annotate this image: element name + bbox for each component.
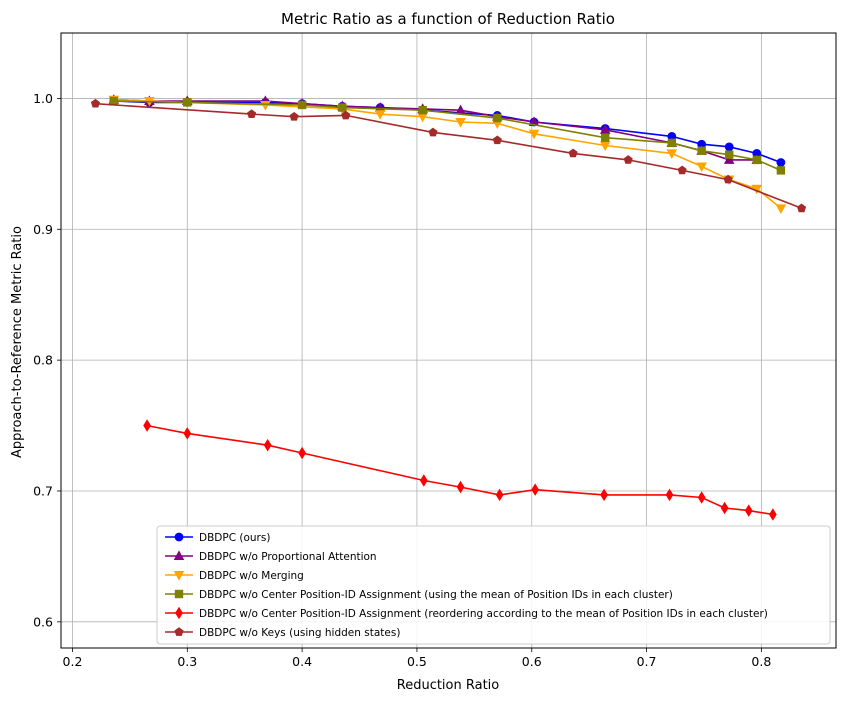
data-point bbox=[183, 427, 192, 440]
data-point bbox=[90, 98, 101, 108]
data-point bbox=[776, 158, 786, 167]
data-point bbox=[724, 142, 734, 152]
data-point bbox=[725, 150, 734, 159]
data-point bbox=[600, 488, 608, 502]
legend-marker bbox=[174, 627, 184, 636]
data-point bbox=[428, 127, 438, 137]
legend-marker bbox=[173, 550, 185, 560]
legend-box bbox=[156, 525, 831, 645]
chart-title: Metric Ratio as a function of Reduction … bbox=[281, 10, 615, 28]
series-layer bbox=[90, 94, 807, 521]
data-point bbox=[665, 488, 674, 502]
x-tick-label: 0.5 bbox=[407, 654, 427, 669]
legend-label: DBDPC w/o Proportional Attention bbox=[199, 551, 377, 563]
data-point bbox=[183, 98, 192, 107]
legend-entry: DBDPC w/o Merging bbox=[165, 570, 304, 582]
legend-entry: DBDPC w/o Keys (using hidden states) bbox=[165, 627, 400, 639]
x-tick-label: 0.6 bbox=[522, 654, 542, 669]
series-line bbox=[113, 100, 782, 172]
data-point bbox=[374, 110, 386, 120]
data-point bbox=[455, 117, 466, 128]
data-point bbox=[696, 162, 707, 173]
series-line bbox=[146, 424, 774, 516]
legend-label: DBDPC (ours) bbox=[199, 532, 270, 544]
legend-entry: DBDPC w/o Center Position-ID Assignment … bbox=[165, 589, 673, 601]
plot-frame bbox=[60, 32, 837, 649]
legend-entry: DBDPC (ours) bbox=[165, 532, 270, 544]
data-point bbox=[720, 501, 729, 515]
data-point bbox=[601, 133, 610, 142]
data-point bbox=[723, 174, 733, 184]
data-point bbox=[768, 508, 777, 521]
data-point bbox=[528, 129, 540, 140]
x-tick-label: 0.4 bbox=[292, 654, 312, 669]
data-point bbox=[666, 149, 678, 160]
data-point bbox=[796, 203, 807, 213]
x-axis-label: Reduction Ratio bbox=[397, 678, 500, 693]
data-point bbox=[599, 141, 611, 152]
series-5 bbox=[143, 419, 777, 521]
legend-marker bbox=[174, 532, 184, 542]
data-point bbox=[568, 148, 578, 158]
legend-entry: DBDPC w/o Center Position-ID Assignment … bbox=[165, 606, 768, 620]
legend-label: DBDPC w/o Keys (using hidden states) bbox=[199, 627, 400, 639]
data-point bbox=[492, 135, 502, 145]
y-tick-label: 0.6 bbox=[33, 614, 53, 629]
x-tick-label: 0.8 bbox=[751, 654, 771, 669]
y-tick-label: 1.0 bbox=[33, 91, 53, 106]
data-point bbox=[418, 106, 427, 115]
legend-marker bbox=[175, 606, 183, 620]
data-point bbox=[297, 100, 307, 110]
series-6 bbox=[90, 98, 807, 213]
data-point bbox=[752, 155, 761, 165]
data-point bbox=[493, 113, 502, 123]
data-point bbox=[697, 146, 706, 155]
data-point bbox=[667, 138, 677, 148]
y-tick-label: 0.9 bbox=[33, 222, 53, 237]
x-tick-label: 0.7 bbox=[637, 654, 657, 669]
y-tick-label: 0.7 bbox=[33, 483, 53, 498]
x-tick-label: 0.2 bbox=[63, 654, 83, 669]
data-point bbox=[247, 109, 257, 119]
data-point bbox=[697, 491, 706, 504]
data-point bbox=[341, 110, 351, 120]
data-point bbox=[263, 438, 272, 452]
data-point bbox=[677, 165, 687, 175]
data-point bbox=[289, 111, 299, 121]
data-point bbox=[531, 483, 540, 496]
legend-label: DBDPC w/o Merging bbox=[199, 570, 304, 582]
data-point bbox=[775, 204, 787, 214]
axis-ticks: 0.2 0.3 0.4 0.5 0.6 0.7 0.8 0.6 0.7 0.8 0.9 1.0 bbox=[33, 91, 771, 669]
data-point bbox=[143, 419, 151, 432]
x-tick-label: 0.3 bbox=[177, 654, 197, 669]
legend-label: DBDPC w/o Center Position-ID Assignment … bbox=[199, 589, 673, 601]
data-point bbox=[623, 155, 633, 164]
data-point bbox=[109, 96, 119, 106]
data-point bbox=[744, 504, 753, 517]
data-point bbox=[723, 154, 735, 164]
y-tick-label: 0.8 bbox=[33, 353, 53, 368]
data-point bbox=[599, 124, 611, 134]
data-point bbox=[298, 446, 306, 460]
legend-marker bbox=[173, 571, 185, 581]
y-axis-label: Approach-to-Reference Metric Ratio bbox=[10, 226, 25, 458]
data-point bbox=[776, 166, 786, 175]
legend-marker bbox=[174, 589, 184, 599]
data-point bbox=[495, 488, 504, 502]
data-point bbox=[419, 474, 428, 487]
data-point bbox=[338, 103, 347, 112]
legend: DBDPC (ours) DBDPC w/o Proportional Atten… bbox=[156, 525, 831, 645]
legend-entry: DBDPC w/o Proportional Attention bbox=[165, 550, 377, 563]
series-4 bbox=[109, 96, 786, 175]
legend-label: DBDPC w/o Center Position-ID Assignment … bbox=[199, 608, 768, 620]
data-point bbox=[456, 480, 465, 494]
